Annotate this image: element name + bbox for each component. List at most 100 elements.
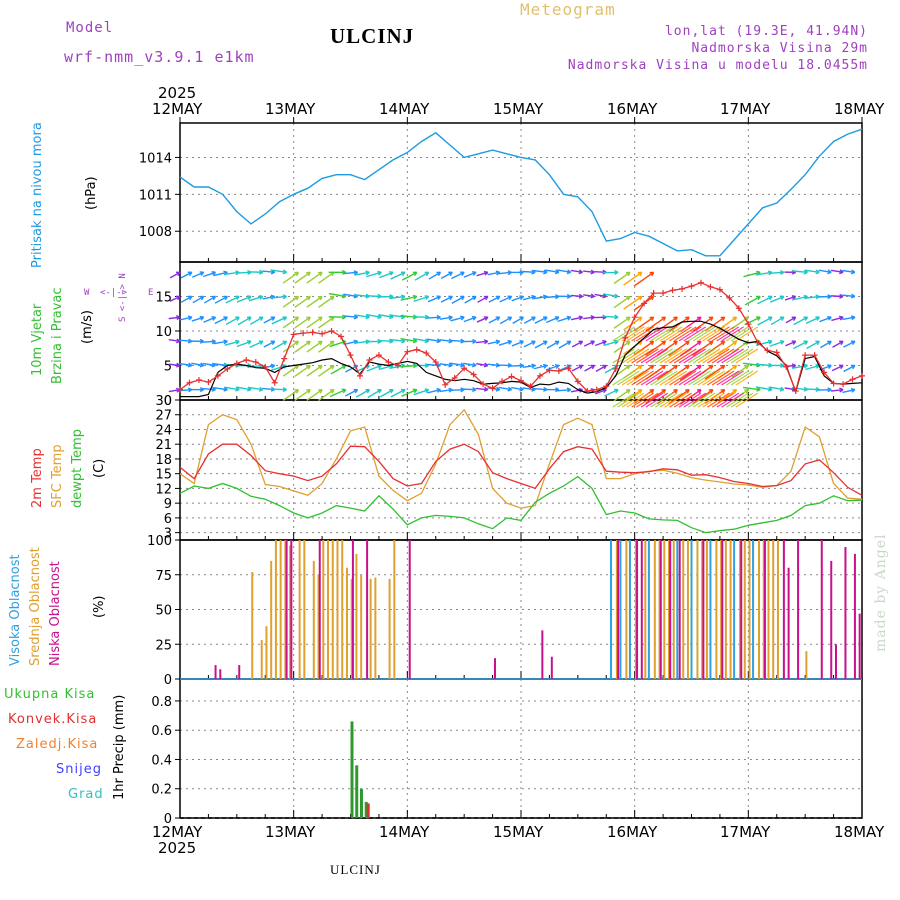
wind-arrow: [427, 316, 441, 319]
date-bottom-0: 12MAY: [152, 823, 203, 841]
wind-arrow: [522, 364, 536, 368]
wind-arrow: [668, 316, 690, 332]
wind-arrow: [769, 340, 785, 347]
wind-streak: [678, 370, 702, 386]
wind-arrow: [248, 271, 263, 274]
wind-gust-marker: [214, 372, 221, 379]
wind-arrow-head: [247, 316, 252, 321]
wind-streak: [721, 392, 744, 408]
wind-arrow-head: [696, 316, 702, 322]
date-bottom-3: 15MAY: [493, 823, 544, 841]
wind-streak: [735, 370, 759, 386]
wind-arrow: [390, 389, 406, 398]
wind-streak: [702, 370, 725, 386]
wind-arrow-head: [566, 269, 572, 275]
wind-arrow: [282, 340, 299, 353]
wind-arrow-head: [258, 340, 264, 345]
wind-arrow-head: [187, 271, 193, 277]
wind-gust-marker: [432, 359, 439, 366]
wind-streak: [659, 392, 683, 408]
wind-streak: [631, 392, 654, 408]
pressure-ytick-label: 1014: [139, 151, 172, 166]
wind-arrow: [236, 340, 252, 348]
temperature-ytick-label: 27: [155, 409, 172, 424]
wind-arrow-head: [839, 269, 844, 275]
wind-arrow-head: [175, 295, 181, 301]
wind-arrow: [282, 316, 299, 329]
wind-arrow-head: [318, 340, 323, 346]
wind-arrow-head: [519, 316, 524, 321]
wind-arrow: [533, 269, 548, 274]
wind-gust-marker: [470, 371, 477, 378]
wind-arrow-head: [649, 364, 655, 370]
wind-streak: [726, 392, 749, 408]
wind-gust-marker: [233, 360, 240, 367]
wind-arrow-head: [649, 316, 655, 322]
wind-arrow-head: [246, 295, 252, 301]
wind-arrow: [389, 295, 406, 300]
wind-streak: [621, 392, 645, 408]
wind-arrow-head: [614, 339, 619, 345]
wind-arrow-head: [625, 316, 631, 322]
wind-arrow: [414, 271, 429, 281]
wind-arrow: [511, 364, 524, 367]
wind-arrow: [818, 269, 832, 274]
wind-arrow-head: [566, 387, 572, 393]
wind-gust-marker: [745, 321, 752, 328]
wind-streak: [688, 392, 711, 408]
wind-arrow: [306, 316, 323, 329]
wind-ytick-label: 0: [164, 394, 172, 409]
wind-arrow-head: [436, 271, 442, 277]
wind-streak: [626, 326, 650, 342]
wind-streak: [707, 370, 730, 386]
wind-arrow: [546, 340, 560, 349]
wind-arrow-head: [614, 314, 619, 320]
wind-arrow: [770, 316, 785, 326]
pressure-line: [179, 128, 863, 257]
wind-arrow-head: [827, 340, 832, 346]
wind-arrow-head: [625, 388, 631, 394]
wind-gust-marker: [754, 339, 761, 346]
wind-streak: [664, 348, 688, 364]
wind-arrow-head: [554, 364, 560, 369]
wind-streak: [617, 326, 640, 342]
wind-gust-marker: [802, 352, 809, 359]
wind-arrow-head: [472, 338, 477, 344]
wind-streak: [650, 370, 673, 386]
wind-ytick-label: 15: [155, 291, 172, 306]
wind-arrow-head: [803, 363, 808, 369]
wind-arrow: [805, 316, 820, 325]
wind-arrow-head: [542, 363, 548, 369]
wind-streak: [711, 370, 735, 386]
wind-arrow-head: [424, 271, 430, 277]
wind-arrow: [450, 339, 465, 343]
wind-streak: [688, 326, 711, 342]
wind-gust-marker: [177, 386, 183, 393]
wind-streak: [645, 348, 669, 364]
wind-arrow: [830, 295, 844, 298]
wind-arrow: [731, 364, 749, 378]
temperature-ytick-label: 15: [155, 468, 172, 483]
wind-arrow-head: [460, 271, 465, 276]
wind-arrow-head: [827, 387, 832, 393]
wind-arrow-head: [543, 340, 548, 346]
wind-arrow-head: [590, 269, 595, 275]
wind-compass: W E <-|-> S <-|-> N: [82, 262, 153, 324]
wind-arrow-head: [448, 295, 453, 301]
wind-streak: [730, 326, 754, 342]
wind-arrow-head: [471, 362, 477, 368]
wind-arrow-head: [614, 388, 619, 394]
wind-arrow-head: [827, 269, 832, 275]
wind-arrow: [427, 338, 441, 343]
wind-arrow-head: [235, 316, 240, 321]
wind-arrow: [488, 295, 501, 303]
wind-arrow-head: [578, 269, 583, 275]
wind-gust-marker: [603, 383, 610, 390]
wind-arrow: [378, 339, 394, 343]
wind-arrow: [477, 295, 489, 303]
wind-arrow: [830, 388, 844, 392]
wind-arrow-head: [436, 338, 441, 344]
model-label: Model: [66, 20, 114, 36]
pressure-ytick-label: 1008: [139, 225, 172, 240]
